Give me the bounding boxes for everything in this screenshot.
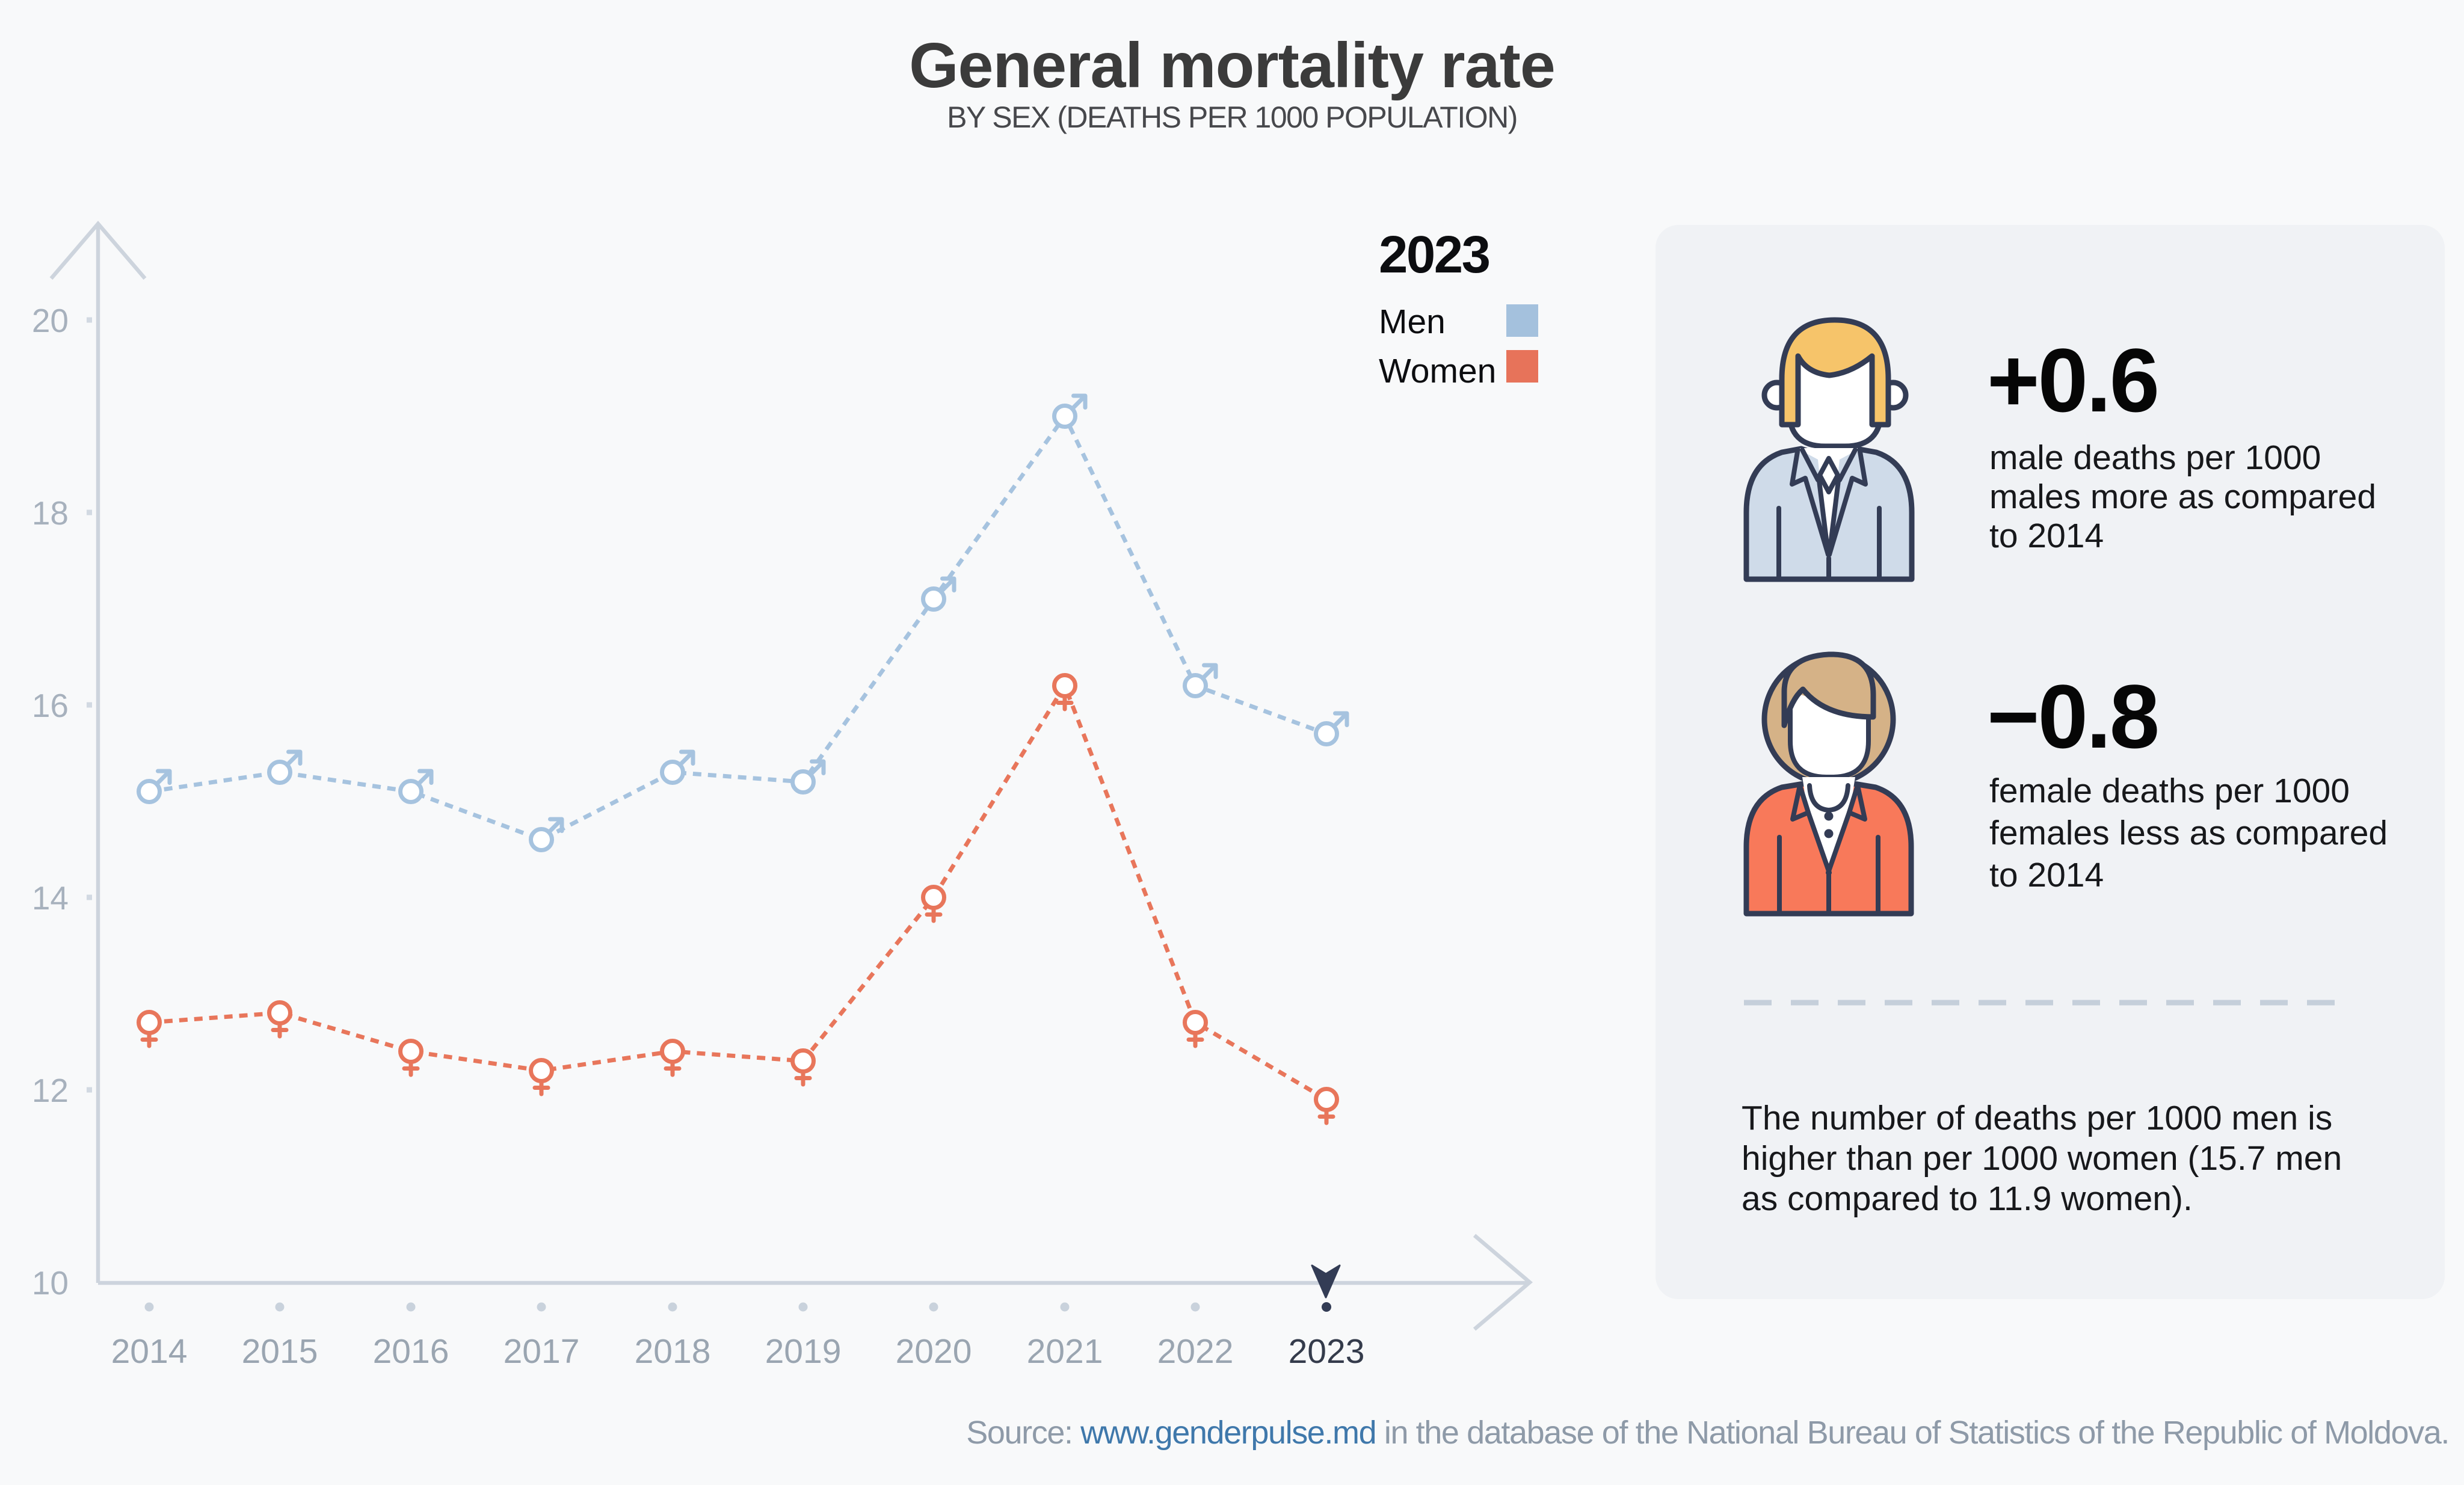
svg-text:2018: 2018: [635, 1332, 711, 1371]
svg-text:2020: 2020: [896, 1332, 972, 1371]
svg-text:14: 14: [32, 879, 69, 917]
svg-text:20: 20: [32, 302, 69, 339]
svg-text:12: 12: [32, 1072, 69, 1109]
svg-text:2017: 2017: [504, 1332, 580, 1371]
svg-text:16: 16: [32, 687, 69, 724]
svg-text:2021: 2021: [1027, 1332, 1103, 1371]
svg-text:2023: 2023: [1289, 1332, 1365, 1371]
svg-text:2022: 2022: [1157, 1332, 1234, 1371]
svg-text:2015: 2015: [242, 1332, 318, 1371]
svg-text:2019: 2019: [765, 1332, 842, 1371]
svg-text:18: 18: [32, 494, 69, 532]
svg-text:2014: 2014: [111, 1332, 188, 1371]
svg-text:2016: 2016: [373, 1332, 449, 1371]
svg-text:10: 10: [32, 1264, 69, 1302]
